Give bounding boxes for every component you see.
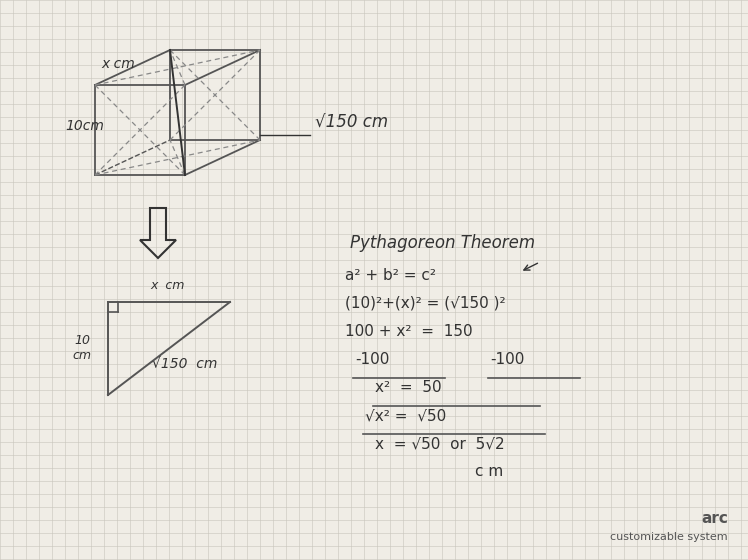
Text: -100: -100 [355,352,390,367]
Text: -100: -100 [490,352,524,367]
Text: 10
cm: 10 cm [73,334,91,362]
Text: x cm: x cm [101,57,135,71]
Text: √x² =  √50: √x² = √50 [365,408,447,423]
Text: 10cm: 10cm [65,119,104,133]
Text: x  cm: x cm [151,279,186,292]
Text: x²  =  50: x² = 50 [375,380,441,395]
Text: Pythagoreon Theorem: Pythagoreon Theorem [350,234,535,252]
Text: c m: c m [475,464,503,479]
Text: x  = √50  or  5√2: x = √50 or 5√2 [375,436,505,451]
Text: arc: arc [701,511,728,526]
Text: 100 + x²  =  150: 100 + x² = 150 [345,324,473,339]
Text: (10)²+(x)² = (√150 )²: (10)²+(x)² = (√150 )² [345,296,506,311]
Text: √150  cm: √150 cm [153,357,218,371]
Text: √150 cm: √150 cm [315,114,388,132]
Text: customizable system: customizable system [610,532,728,542]
Text: a² + b² = c²: a² + b² = c² [345,268,436,283]
